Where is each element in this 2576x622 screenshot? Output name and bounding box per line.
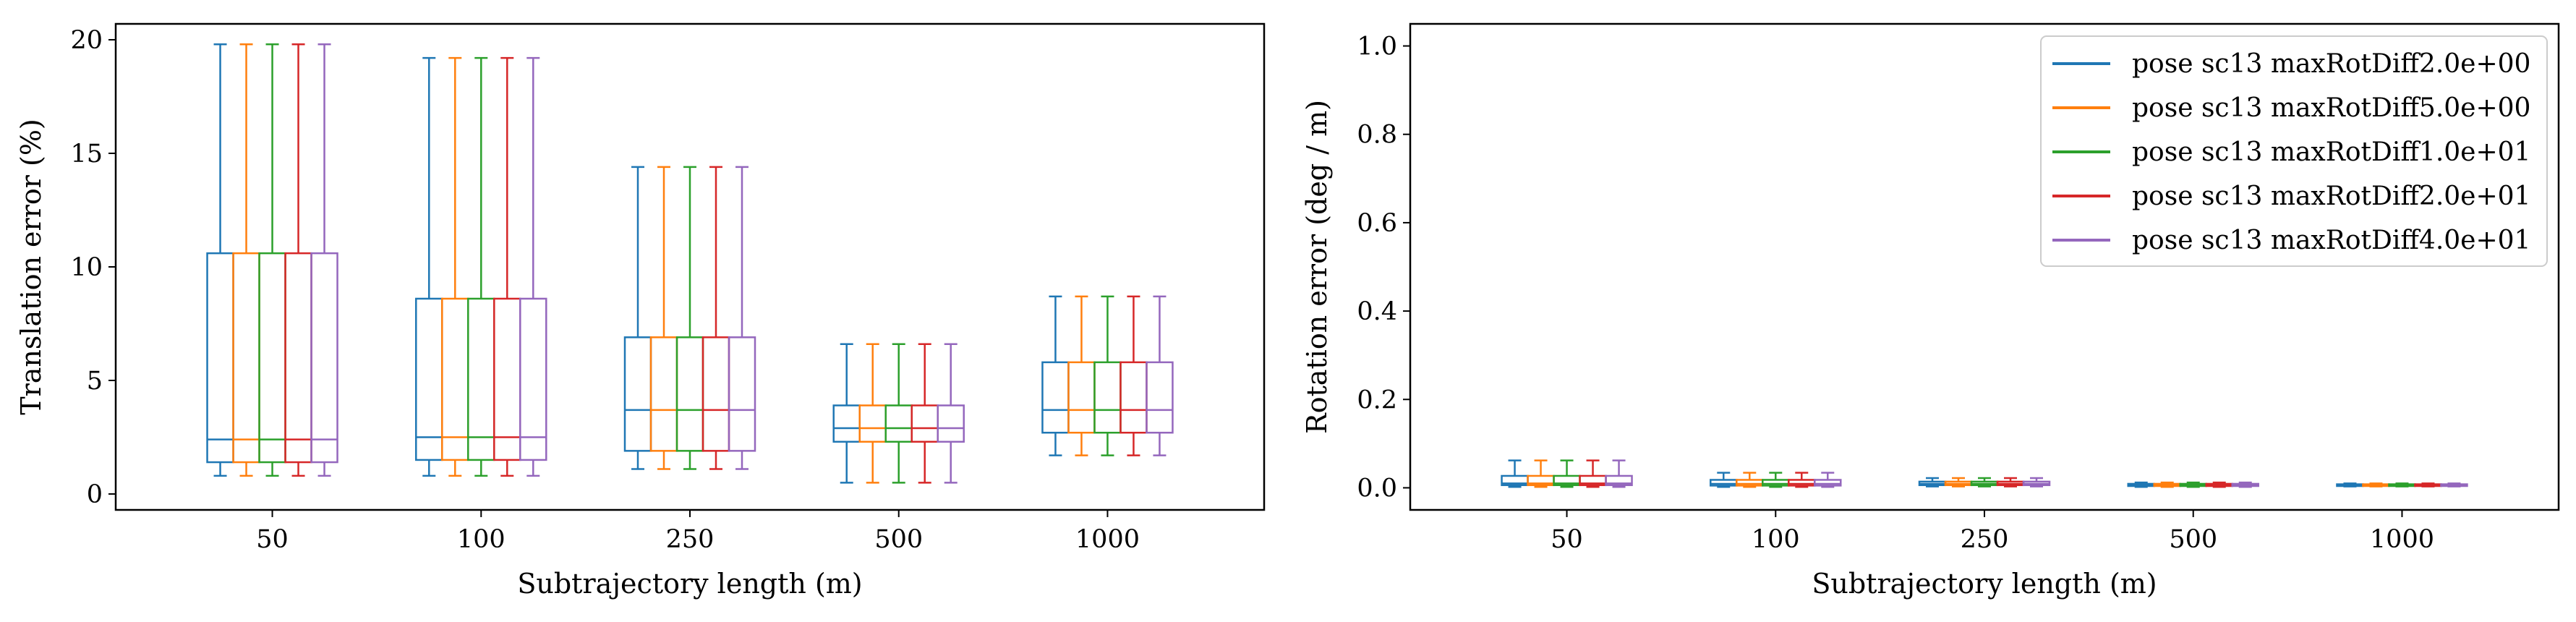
legend-label: pose sc13 maxRotDiff1.0e+01 bbox=[2132, 137, 2530, 167]
translation-box bbox=[519, 56, 547, 477]
translation-y-tick-label: 10 bbox=[70, 253, 103, 282]
rotation-x-ticks: 50 100 250 500 1000 bbox=[1551, 510, 2434, 554]
rotation-box bbox=[1553, 459, 1581, 488]
rotation-box bbox=[2153, 481, 2181, 488]
rotation-box bbox=[2179, 481, 2207, 488]
rotation-x-tick-label: 100 bbox=[1752, 525, 1800, 554]
rotation-box bbox=[1605, 459, 1633, 488]
translation-x-tick-label: 50 bbox=[256, 525, 289, 554]
translation-box bbox=[1119, 295, 1148, 456]
translation-x-tick-label: 1000 bbox=[1075, 525, 1140, 554]
rotation-x-tick-label: 50 bbox=[1551, 525, 1583, 554]
rotation-y-tick-label: 0.2 bbox=[1357, 385, 1397, 414]
translation-x-ticks: 50 100 250 500 1000 bbox=[256, 510, 1140, 554]
translation-error-boxes bbox=[206, 43, 1174, 484]
translation-y-tick-label: 0 bbox=[87, 480, 103, 509]
rotation-box bbox=[1736, 472, 1764, 488]
box-body bbox=[310, 252, 338, 464]
rotation-error-panel: 0.0 0.2 0.4 0.6 0.8 1.0 50 100 250 500 1000 Subtr… bbox=[1301, 22, 2560, 600]
legend-frame bbox=[2040, 35, 2548, 267]
translation-y-tick-label: 15 bbox=[70, 140, 103, 169]
rotation-y-tick-label: 0.4 bbox=[1357, 297, 1397, 326]
box-body bbox=[1146, 361, 1174, 434]
translation-x-tick-label: 500 bbox=[874, 525, 923, 554]
translation-error-panel: 0 5 10 15 20 50 100 250 500 1000 Subtrajectory l… bbox=[15, 22, 1266, 600]
rotation-error-boxes bbox=[1501, 459, 2468, 488]
rotation-y-tick-label: 0.8 bbox=[1357, 121, 1397, 150]
legend-label: pose sc13 maxRotDiff2.0e+00 bbox=[2132, 49, 2530, 79]
legend-entry: pose sc13 maxRotDiff4.0e+01 bbox=[2052, 226, 2530, 255]
translation-y-axis-label: Translation error (%) bbox=[15, 119, 47, 415]
legend-entry: pose sc13 maxRotDiff2.0e+01 bbox=[2052, 182, 2530, 211]
legend-label: pose sc13 maxRotDiff2.0e+01 bbox=[2132, 182, 2530, 211]
rotation-y-axis-label: Rotation error (deg / m) bbox=[1301, 100, 1333, 434]
rotation-x-tick-label: 250 bbox=[1961, 525, 2009, 554]
translation-x-tick-label: 100 bbox=[457, 525, 506, 554]
translation-y-tick-label: 20 bbox=[70, 26, 103, 55]
box-body bbox=[1814, 479, 1842, 487]
rotation-box bbox=[2388, 482, 2416, 487]
box-body bbox=[728, 336, 756, 452]
legend-entries: pose sc13 maxRotDiff2.0e+00 pose sc13 max… bbox=[2052, 49, 2530, 255]
legend-entry: pose sc13 maxRotDiff5.0e+00 bbox=[2052, 93, 2530, 123]
rotation-y-tick-label: 0.0 bbox=[1357, 474, 1397, 503]
rotation-box bbox=[2205, 481, 2233, 488]
box-body bbox=[1605, 474, 1633, 487]
rotation-y-tick-label: 0.6 bbox=[1357, 209, 1397, 238]
rotation-box bbox=[2336, 482, 2364, 487]
legend-entry: pose sc13 maxRotDiff2.0e+00 bbox=[2052, 49, 2530, 79]
rotation-box bbox=[2231, 481, 2259, 488]
translation-x-axis-label: Subtrajectory length (m) bbox=[517, 568, 862, 600]
rotation-box bbox=[1814, 472, 1842, 488]
rotation-y-tick-label: 1.0 bbox=[1357, 33, 1397, 61]
translation-y-tick-label: 5 bbox=[87, 367, 103, 396]
rotation-x-tick-label: 1000 bbox=[2370, 525, 2434, 554]
box-body bbox=[519, 297, 547, 461]
legend: pose sc13 maxRotDiff2.0e+00 pose sc13 max… bbox=[2040, 35, 2548, 267]
translation-box bbox=[1146, 295, 1174, 456]
rotation-x-tick-label: 500 bbox=[2169, 525, 2217, 554]
translation-box bbox=[206, 43, 234, 477]
translation-box bbox=[310, 43, 338, 477]
rotation-y-ticks: 0.0 0.2 0.4 0.6 0.8 1.0 bbox=[1357, 33, 1410, 503]
translation-box bbox=[728, 166, 756, 470]
rotation-box bbox=[2362, 482, 2390, 487]
rotation-box bbox=[2022, 477, 2051, 487]
legend-label: pose sc13 maxRotDiff4.0e+01 bbox=[2132, 226, 2530, 255]
rotation-box bbox=[2414, 482, 2442, 487]
translation-x-tick-label: 250 bbox=[666, 525, 715, 554]
rotation-box bbox=[2127, 481, 2155, 488]
rotation-box bbox=[2440, 482, 2468, 487]
rotation-x-axis-label: Subtrajectory length (m) bbox=[1812, 568, 2157, 600]
translation-y-ticks: 0 5 10 15 20 bbox=[70, 26, 116, 509]
translation-box bbox=[937, 343, 965, 484]
rotation-box bbox=[1501, 459, 1529, 488]
legend-label: pose sc13 maxRotDiff5.0e+00 bbox=[2132, 93, 2530, 123]
box-body bbox=[937, 404, 965, 443]
rotation-box bbox=[1944, 477, 1973, 487]
legend-entry: pose sc13 maxRotDiff1.0e+01 bbox=[2052, 137, 2530, 167]
